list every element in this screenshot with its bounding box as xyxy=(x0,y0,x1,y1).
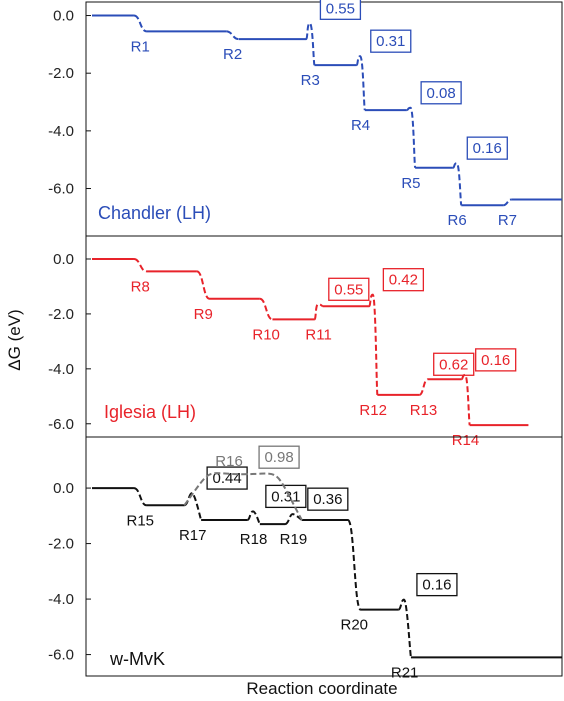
step-label: R5 xyxy=(401,175,420,192)
barrier-label: 0.36 xyxy=(313,491,342,508)
barrier-box xyxy=(382,268,425,292)
y-axis-title: ΔG (eV) xyxy=(5,309,24,370)
barrier-label: 0.55 xyxy=(326,0,355,17)
step-label: R8 xyxy=(131,278,150,295)
step-label: R14 xyxy=(452,432,480,449)
barrier-label: 0.31 xyxy=(271,488,300,505)
transition-connector xyxy=(259,297,273,321)
barrier-box xyxy=(265,484,307,509)
barrier-box xyxy=(328,277,370,301)
transition-connector xyxy=(503,198,512,207)
y-tick-label: -2.0 xyxy=(48,536,74,553)
panel-title: Chandler (LH) xyxy=(98,203,211,223)
panel-frame xyxy=(85,1,563,237)
barrier-box xyxy=(307,487,349,511)
alt-barrier-box xyxy=(258,445,300,469)
barrier-box xyxy=(416,572,458,597)
barrier-box xyxy=(420,81,462,105)
step-label: R18 xyxy=(240,531,268,548)
transition-connector xyxy=(246,510,261,525)
alt-step-label: R16 xyxy=(215,453,243,470)
barrier-label: 0.55 xyxy=(334,281,363,298)
y-tick-label: -6.0 xyxy=(48,181,74,198)
transition-connector xyxy=(367,293,379,396)
step-label: R13 xyxy=(410,402,438,419)
transition-connector xyxy=(347,518,362,611)
y-tick-label: 0.0 xyxy=(53,251,74,268)
alt-barrier-label: 0.98 xyxy=(264,449,293,466)
panel-1: 0.0 -2.0 -4.0 -6.0 R1 R2 R3 0.55 R4 0.31 R5 0.08 R6 0… xyxy=(48,0,563,237)
y-tick-label: -4.0 xyxy=(48,123,74,140)
transition-connector xyxy=(397,598,412,658)
transition-connector xyxy=(452,162,463,206)
step-label: R21 xyxy=(391,664,419,681)
barrier-label: 0.16 xyxy=(481,352,510,369)
transition-connector xyxy=(418,378,429,396)
barrier-label: 0.16 xyxy=(422,577,451,594)
transition-connector xyxy=(226,30,240,41)
y-tick-label: -4.0 xyxy=(48,361,74,378)
panel-title: w-MvK xyxy=(109,649,165,669)
transition-connector xyxy=(406,106,417,168)
step-label: R20 xyxy=(341,617,369,634)
panel-3: 0.0-2.0-4.0-6.0R15R170.44R180.31R190.36R… xyxy=(48,436,563,681)
transition-connector xyxy=(313,303,324,321)
barrier-label: 0.08 xyxy=(427,85,456,102)
panel-title: Iglesia (LH) xyxy=(104,402,196,422)
step-label: R11 xyxy=(305,326,331,343)
step-label: R6 xyxy=(447,212,466,229)
transition-connector xyxy=(133,14,147,33)
step-label: R9 xyxy=(194,306,213,323)
barrier-box xyxy=(475,348,517,372)
step-label: R4 xyxy=(351,117,370,134)
barrier-box xyxy=(370,29,412,53)
y-tick-label: -2.0 xyxy=(48,306,74,323)
barrier-box xyxy=(466,136,508,160)
panels-group: 0.0 -2.0 -4.0 -6.0 R1 R2 R3 0.55 R4 0.31 R5 0.08 R6 0… xyxy=(48,0,563,681)
step-label: R12 xyxy=(359,402,387,419)
transition-connector xyxy=(355,55,366,111)
step-label: R15 xyxy=(126,512,154,529)
step-label: R1 xyxy=(131,38,150,55)
step-label: R3 xyxy=(301,72,320,89)
y-tick-label: -4.0 xyxy=(48,591,74,608)
y-tick-label: -6.0 xyxy=(48,416,74,433)
barrier-label: 0.16 xyxy=(473,140,502,157)
alt-path-connector xyxy=(183,472,303,521)
transition-connector xyxy=(305,22,316,66)
barrier-box xyxy=(433,352,475,376)
transition-connector xyxy=(133,487,147,507)
panel-2: 0.0 -2.0 -4.0 -6.0 R8 R9 R10 R11 0.55 R12 0.42 R13 0… xyxy=(48,235,563,449)
transition-connector xyxy=(196,270,210,300)
step-label: R10 xyxy=(252,326,280,343)
barrier-label: 0.42 xyxy=(389,272,418,289)
transition-connector xyxy=(133,257,147,273)
barrier-box xyxy=(319,0,362,20)
barrier-label: 0.31 xyxy=(376,33,405,50)
panel-frame xyxy=(85,436,563,677)
step-label: R17 xyxy=(179,527,207,544)
y-tick-label: -2.0 xyxy=(48,65,74,82)
y-tick-label: 0.0 xyxy=(53,480,74,497)
step-label: R19 xyxy=(280,531,308,548)
y-tick-label: -6.0 xyxy=(48,647,74,664)
x-axis-title: Reaction coordinate xyxy=(246,679,397,698)
step-label: R7 xyxy=(498,212,517,229)
y-tick-label: 0.0 xyxy=(53,8,74,25)
transition-connector xyxy=(183,492,203,521)
barrier-label: 0.62 xyxy=(439,356,468,373)
transition-connector xyxy=(460,373,471,426)
step-label: R2 xyxy=(223,46,242,63)
